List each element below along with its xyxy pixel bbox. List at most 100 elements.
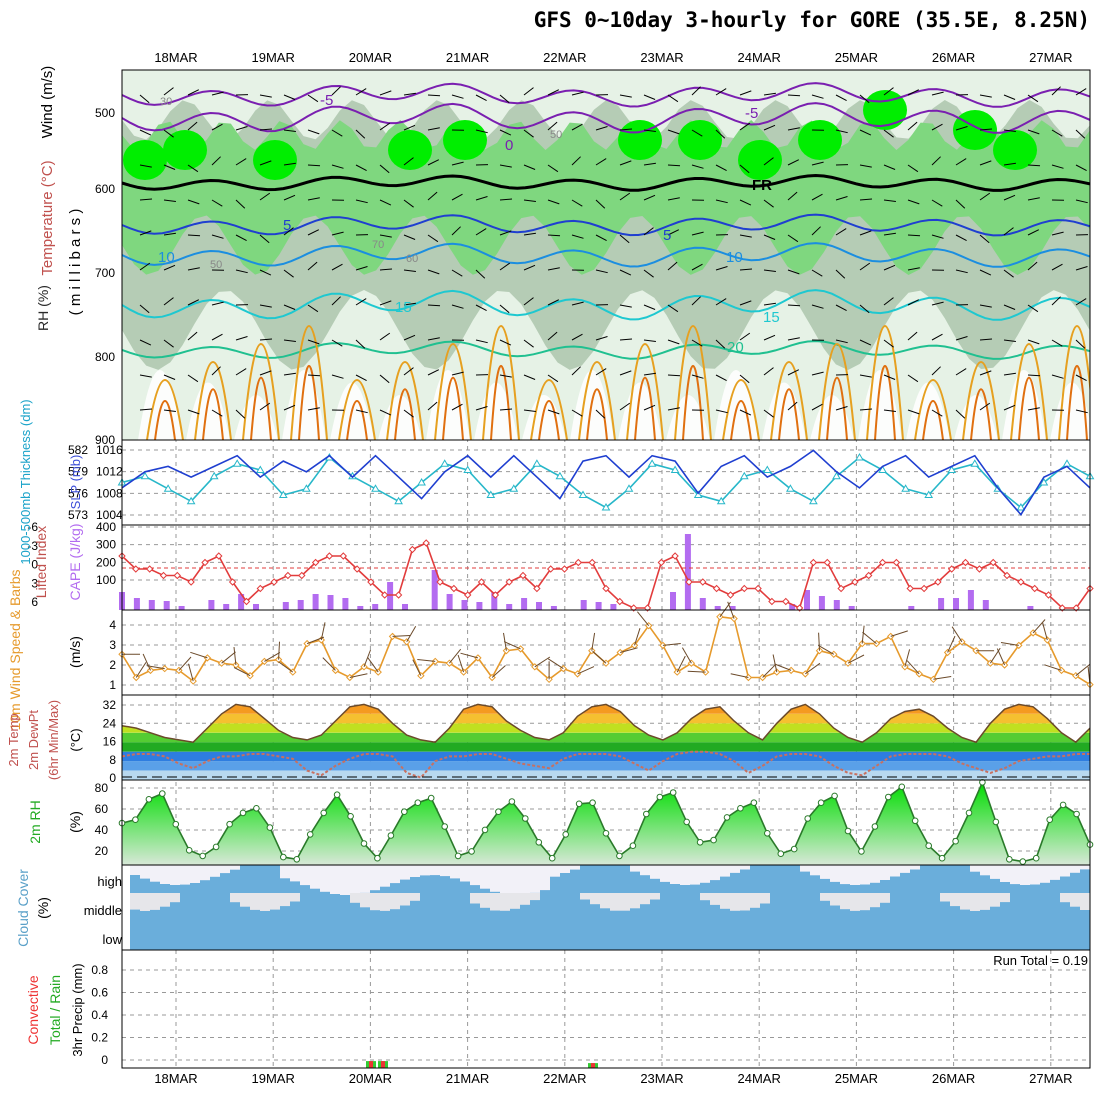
cape-bar: [297, 600, 304, 610]
cloud-mid: [140, 893, 150, 911]
wind-barb: [259, 192, 271, 201]
wind-barb: [739, 409, 752, 416]
wind-barb: [1027, 339, 1040, 345]
cloud-high: [630, 865, 640, 872]
thickness-point: [232, 459, 242, 467]
wind-barb: [475, 228, 487, 236]
date-label-top: 20MAR: [349, 50, 392, 65]
lifted-index-point: [436, 578, 444, 586]
cape-bar: [833, 600, 840, 610]
wind-barb: [835, 406, 848, 411]
cloud-high: [420, 865, 430, 876]
wind-barb: [619, 402, 631, 411]
cloud-high: [150, 865, 160, 882]
wind-barb: [283, 94, 296, 100]
wind-tick: 1: [109, 678, 116, 692]
cloud-high: [410, 865, 420, 877]
rh-point: [280, 853, 287, 861]
cloud-mid: [250, 893, 260, 910]
wind-barb: [1075, 164, 1087, 172]
wind-barb: [403, 302, 416, 306]
cape-bar: [550, 606, 557, 610]
cloud-high: [470, 865, 480, 886]
precip-convective-bar: [369, 1061, 373, 1068]
thickness-line: [121, 456, 1091, 509]
date-label-bottom: 25MAR: [835, 1071, 878, 1086]
cape-bar: [372, 604, 379, 610]
date-label-top: 24MAR: [738, 50, 781, 65]
wind-barb: [691, 86, 701, 96]
isotherm-label: 5: [283, 217, 291, 234]
wind-barb: [211, 234, 224, 239]
wind-barb-10m: [681, 647, 692, 664]
wind-barb: [235, 199, 246, 209]
wind-barb: [499, 408, 513, 411]
cloud-mid: [380, 893, 390, 911]
wind-barb: [379, 90, 392, 96]
thickness-point: [693, 490, 703, 498]
cloud-high: [710, 865, 720, 881]
thickness-point: [947, 465, 957, 473]
rh-point: [172, 820, 180, 828]
cloud-panel: [130, 865, 1090, 950]
wind-barb: [883, 164, 896, 170]
thickness-point: [1062, 459, 1072, 467]
warm-isotherm: [1018, 376, 1040, 440]
wind-barb-10m: [818, 632, 820, 651]
wind-barb: [451, 269, 463, 277]
cloud-mid: [370, 893, 380, 911]
wind-barb: [811, 371, 824, 376]
warm-isotherm: [634, 376, 656, 440]
cloud-high: [400, 865, 410, 880]
lifted-index-point: [864, 571, 873, 580]
wind-barb-10m: [577, 666, 595, 675]
wind-barb: [523, 164, 536, 170]
warm-isotherm: [490, 365, 512, 440]
wind-barb: [235, 336, 248, 341]
wind-barb: [379, 268, 393, 271]
rh-point: [790, 845, 798, 853]
date-label-bottom: 22MAR: [543, 1071, 586, 1086]
cape-bar: [580, 600, 587, 610]
temp-tick: 24: [103, 716, 117, 730]
isotherm-label: 5: [663, 227, 671, 244]
wind-barb: [307, 164, 321, 167]
wind-barb: [595, 126, 608, 131]
wind-barb: [739, 122, 751, 131]
rh-high-blob: [798, 120, 842, 160]
warm-isotherm: [482, 325, 520, 440]
wind-barb: [979, 128, 993, 131]
wind-barb: [1051, 129, 1063, 137]
cloud-high: [1040, 865, 1050, 883]
wind-barb: [331, 339, 343, 347]
cloud-mid: [760, 893, 770, 904]
thickness-point: [832, 471, 841, 480]
thickness-point: [532, 459, 542, 467]
cloud-mid: [820, 893, 830, 901]
lifted-index-point: [339, 552, 348, 560]
thickness-point: [371, 484, 380, 492]
rh-point: [683, 818, 691, 826]
lifted-index-point: [878, 558, 887, 567]
rh-high-blob: [388, 130, 432, 170]
thickness-point: [901, 484, 910, 492]
cloud-mid: [490, 893, 500, 911]
rh-point: [925, 842, 933, 850]
cape-panel: [118, 534, 1094, 612]
wind-barb: [907, 164, 919, 173]
lifted-index-point: [533, 584, 541, 593]
wind-barb: [763, 92, 776, 96]
rh-point: [871, 823, 879, 830]
warm-isotherm: [826, 376, 848, 440]
wind-barb: [667, 304, 679, 313]
wind-barb: [403, 334, 416, 341]
wind-barb: [427, 337, 440, 341]
wind-barb: [739, 332, 751, 341]
wind-barb: [547, 164, 559, 173]
warm-isotherm: [818, 343, 856, 440]
rh-point: [199, 852, 206, 860]
wind-barb-10m: [322, 657, 336, 671]
cloud-mid: [130, 893, 140, 910]
cloud-high: [970, 865, 980, 872]
ylabel-2m-dewpt: 2m DewPt: [26, 710, 41, 770]
